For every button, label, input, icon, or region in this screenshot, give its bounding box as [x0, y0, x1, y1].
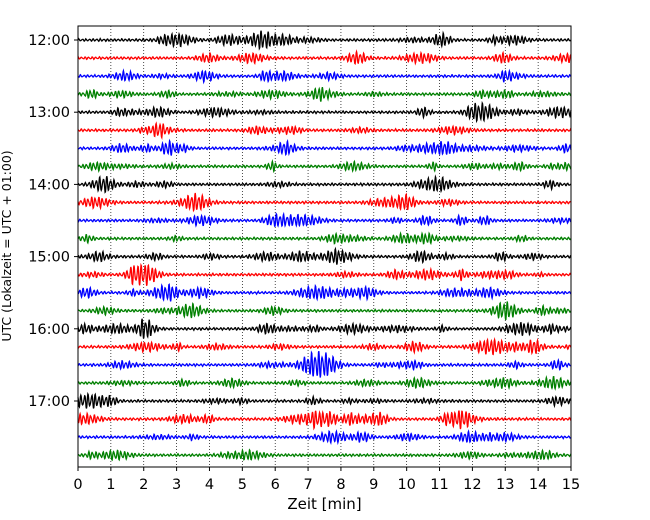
trace-line	[77, 121, 572, 141]
trace-line	[77, 337, 572, 356]
y-tick-label: 17:00	[28, 394, 70, 410]
trace-line	[77, 231, 572, 246]
x-tick-label: 15	[562, 477, 580, 493]
trace-line	[77, 49, 572, 66]
x-tick-label: 13	[496, 477, 514, 493]
trace-line	[77, 391, 572, 409]
x-tick-label: 4	[205, 477, 214, 493]
trace-line	[77, 375, 572, 391]
trace-line	[77, 301, 572, 321]
x-axis: 0 1 2 3 4 5 6 7 8 9 10 11 12 13 14 15	[73, 467, 580, 493]
plot-frame	[77, 25, 572, 468]
trace-line	[77, 30, 572, 51]
x-tick-label: 3	[172, 477, 181, 493]
trace-line	[77, 262, 572, 286]
trace-line	[77, 429, 572, 446]
trace-line	[77, 174, 572, 194]
y-axis-label: UTC (Lokalzeit = UTC + 01:00)	[0, 150, 14, 341]
y-tick-label: 12:00	[28, 33, 70, 49]
x-tick-label: 1	[106, 477, 115, 493]
trace-line	[77, 138, 572, 157]
x-tick-label: 11	[430, 477, 448, 493]
trace-line	[77, 158, 572, 174]
x-tick-label: 5	[238, 477, 247, 493]
x-tick-label: 12	[463, 477, 481, 493]
y-tick-label: 13:00	[28, 105, 70, 121]
trace-line	[77, 246, 572, 265]
trace-line	[77, 86, 572, 102]
x-tick-label: 9	[369, 477, 378, 493]
x-axis-label: Zeit [min]	[287, 495, 361, 513]
y-tick-label: 15:00	[28, 250, 70, 266]
x-tick-label: 8	[336, 477, 345, 493]
trace-line	[77, 211, 572, 228]
x-tick-label: 6	[271, 477, 280, 493]
x-tick-label: 2	[139, 477, 148, 493]
x-tick-label: 14	[529, 477, 547, 493]
y-tick-label: 16:00	[28, 322, 70, 338]
x-tick-label: 10	[397, 477, 415, 493]
trace-group	[77, 30, 572, 462]
trace-line	[77, 318, 572, 339]
y-axis: 12:00 13:00 14:00 15:00 16:00 17:00	[28, 33, 78, 410]
x-tick-label: 0	[73, 477, 82, 493]
x-tick-label: 7	[303, 477, 312, 493]
trace-line	[77, 409, 572, 431]
trace-line	[77, 350, 572, 378]
trace-line	[77, 283, 572, 302]
trace-line	[77, 68, 572, 85]
trace-line	[77, 448, 572, 462]
y-tick-label: 14:00	[28, 177, 70, 193]
trace-line	[77, 100, 572, 124]
trace-line	[77, 192, 572, 213]
